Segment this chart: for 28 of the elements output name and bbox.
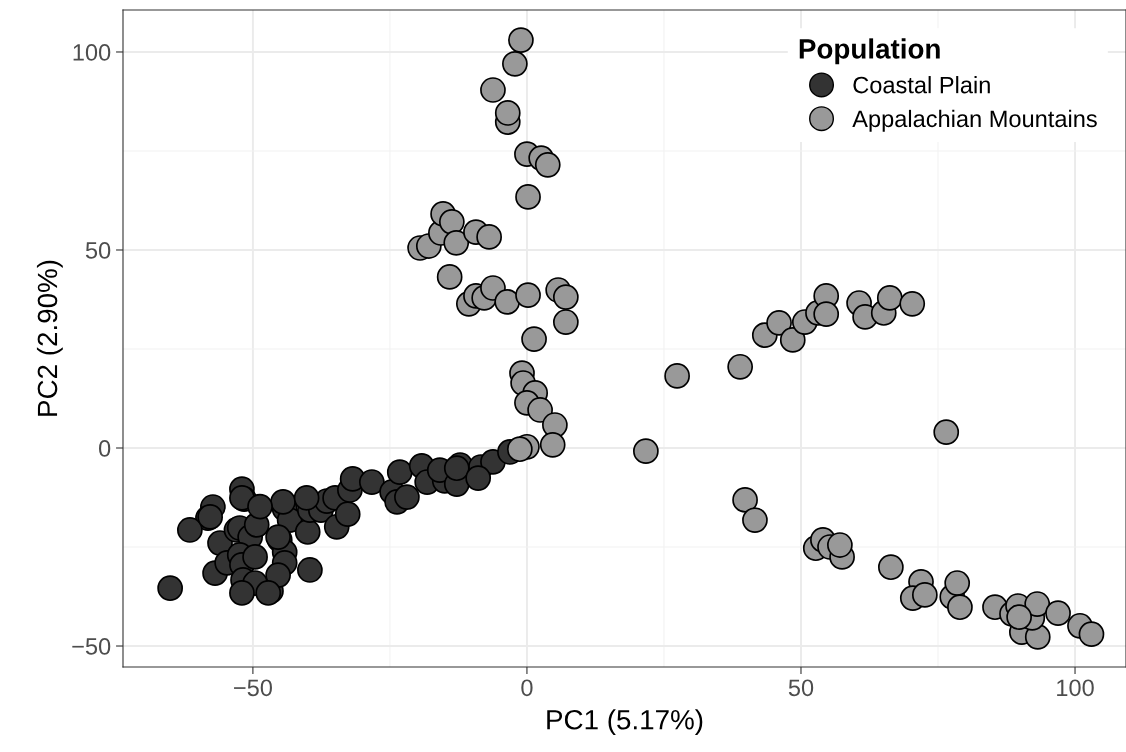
y-tick-label: 100 [73, 44, 111, 61]
point [247, 493, 273, 520]
point [394, 484, 420, 510]
point [294, 519, 321, 545]
y-axis-title: PC2 (2.90%) [36, 260, 63, 416]
point [358, 469, 385, 495]
point [242, 544, 268, 570]
point [293, 485, 320, 511]
point [270, 488, 296, 515]
x-tick-label: −50 [234, 679, 272, 697]
y-tick-label: 0 [98, 440, 111, 457]
legend-title: Population [799, 38, 940, 65]
point [297, 557, 323, 583]
point [465, 465, 492, 491]
point [334, 501, 361, 527]
point [265, 562, 291, 588]
legend-label: Coastal Plain [853, 76, 990, 94]
y-tick-label: 50 [85, 242, 111, 259]
point [229, 580, 255, 606]
point [157, 575, 183, 602]
x-tick-label: 100 [1057, 679, 1094, 697]
point [177, 517, 203, 543]
x-tick-label: 50 [788, 679, 814, 697]
point [386, 459, 413, 486]
x-axis-title: PC1 (5.17%) [547, 709, 703, 736]
x-tick-label: 0 [521, 679, 533, 697]
y-tick-label: −50 [72, 638, 111, 655]
legend-label: Appalachian Mountains [852, 109, 1097, 132]
